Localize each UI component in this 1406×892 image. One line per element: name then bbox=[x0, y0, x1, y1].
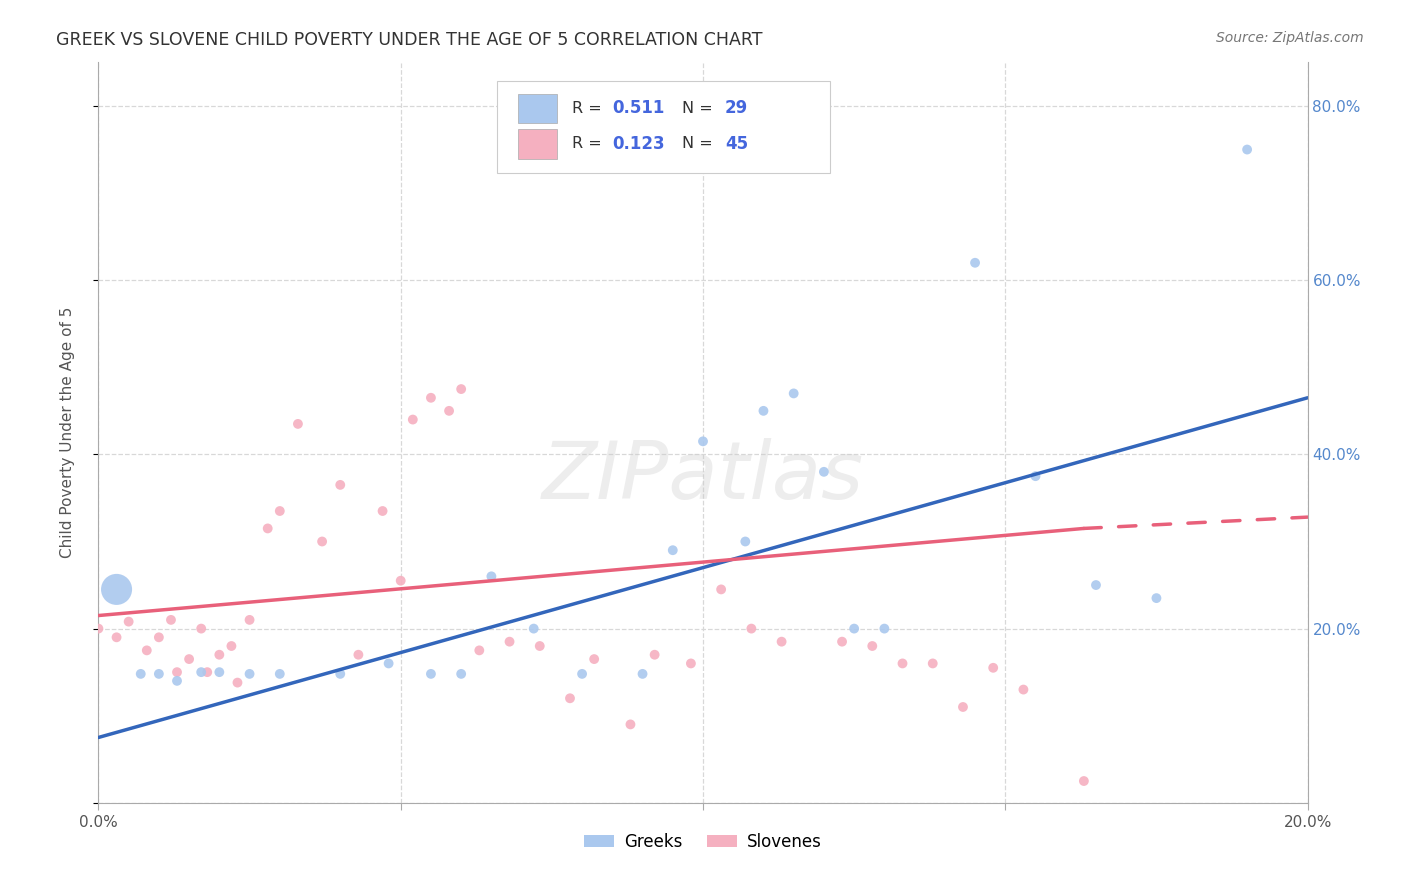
Text: R =: R = bbox=[572, 101, 607, 116]
Point bbox=[208, 648, 231, 662]
Point bbox=[679, 657, 702, 671]
Point bbox=[523, 622, 546, 636]
Text: Source: ZipAtlas.com: Source: ZipAtlas.com bbox=[1216, 31, 1364, 45]
Y-axis label: Child Poverty Under the Age of 5: Child Poverty Under the Age of 5 bbox=[60, 307, 75, 558]
Point bbox=[1024, 469, 1046, 483]
Point bbox=[129, 666, 152, 681]
Text: N =: N = bbox=[682, 101, 718, 116]
Point bbox=[190, 622, 212, 636]
Point bbox=[1073, 774, 1095, 789]
Point bbox=[710, 582, 733, 597]
Point bbox=[256, 521, 278, 535]
Point bbox=[734, 534, 756, 549]
Text: R =: R = bbox=[572, 136, 607, 152]
Text: N =: N = bbox=[682, 136, 718, 152]
Point bbox=[1012, 682, 1035, 697]
Point bbox=[148, 666, 170, 681]
Point bbox=[752, 404, 775, 418]
Point bbox=[208, 665, 231, 680]
Point bbox=[377, 657, 399, 671]
Point bbox=[87, 622, 110, 636]
Point bbox=[166, 665, 188, 680]
Point bbox=[105, 630, 128, 644]
Point bbox=[571, 666, 593, 681]
Point bbox=[105, 582, 128, 597]
Point bbox=[239, 613, 262, 627]
Point bbox=[450, 382, 472, 396]
Point bbox=[311, 534, 333, 549]
Point bbox=[860, 639, 883, 653]
Point bbox=[239, 666, 262, 681]
Point bbox=[831, 634, 853, 648]
Point bbox=[770, 634, 793, 648]
Point bbox=[160, 613, 183, 627]
Point bbox=[389, 574, 412, 588]
Point bbox=[287, 417, 309, 431]
Text: 0.123: 0.123 bbox=[613, 135, 665, 153]
Point bbox=[481, 569, 503, 583]
Point bbox=[329, 666, 352, 681]
Point bbox=[221, 639, 243, 653]
Point bbox=[420, 666, 443, 681]
Point bbox=[891, 657, 914, 671]
Point bbox=[118, 615, 141, 629]
Point bbox=[644, 648, 666, 662]
Point bbox=[661, 543, 683, 558]
Point bbox=[329, 478, 352, 492]
Point bbox=[1236, 143, 1258, 157]
Point bbox=[498, 634, 520, 648]
Point bbox=[371, 504, 394, 518]
Point bbox=[179, 652, 201, 666]
Point bbox=[740, 622, 762, 636]
Point bbox=[450, 666, 472, 681]
Point bbox=[347, 648, 370, 662]
Point bbox=[269, 666, 291, 681]
Text: GREEK VS SLOVENE CHILD POVERTY UNDER THE AGE OF 5 CORRELATION CHART: GREEK VS SLOVENE CHILD POVERTY UNDER THE… bbox=[56, 31, 762, 49]
Text: 0.511: 0.511 bbox=[613, 99, 665, 118]
Point bbox=[148, 630, 170, 644]
Point bbox=[269, 504, 291, 518]
Point bbox=[619, 717, 641, 731]
Text: 29: 29 bbox=[724, 99, 748, 118]
Point bbox=[583, 652, 606, 666]
Point bbox=[1144, 591, 1167, 606]
Point bbox=[965, 256, 987, 270]
Point bbox=[437, 404, 460, 418]
Legend: Greeks, Slovenes: Greeks, Slovenes bbox=[578, 826, 828, 857]
Text: ZIPatlas: ZIPatlas bbox=[541, 438, 865, 516]
Point bbox=[1085, 578, 1108, 592]
Point bbox=[195, 665, 218, 680]
Point bbox=[844, 622, 866, 636]
Point bbox=[420, 391, 443, 405]
Point bbox=[921, 657, 943, 671]
Point bbox=[135, 643, 157, 657]
Bar bbox=[517, 129, 557, 159]
Point bbox=[952, 700, 974, 714]
Point bbox=[529, 639, 551, 653]
Bar bbox=[517, 94, 557, 123]
Point bbox=[692, 434, 714, 449]
Point bbox=[190, 665, 212, 680]
Point bbox=[558, 691, 581, 706]
Point bbox=[402, 412, 425, 426]
Point bbox=[631, 666, 654, 681]
FancyBboxPatch shape bbox=[498, 81, 830, 173]
Text: 45: 45 bbox=[724, 135, 748, 153]
Point bbox=[783, 386, 806, 401]
Point bbox=[166, 673, 188, 688]
Point bbox=[468, 643, 491, 657]
Point bbox=[226, 675, 249, 690]
Point bbox=[981, 661, 1004, 675]
Point bbox=[873, 622, 896, 636]
Point bbox=[813, 465, 835, 479]
